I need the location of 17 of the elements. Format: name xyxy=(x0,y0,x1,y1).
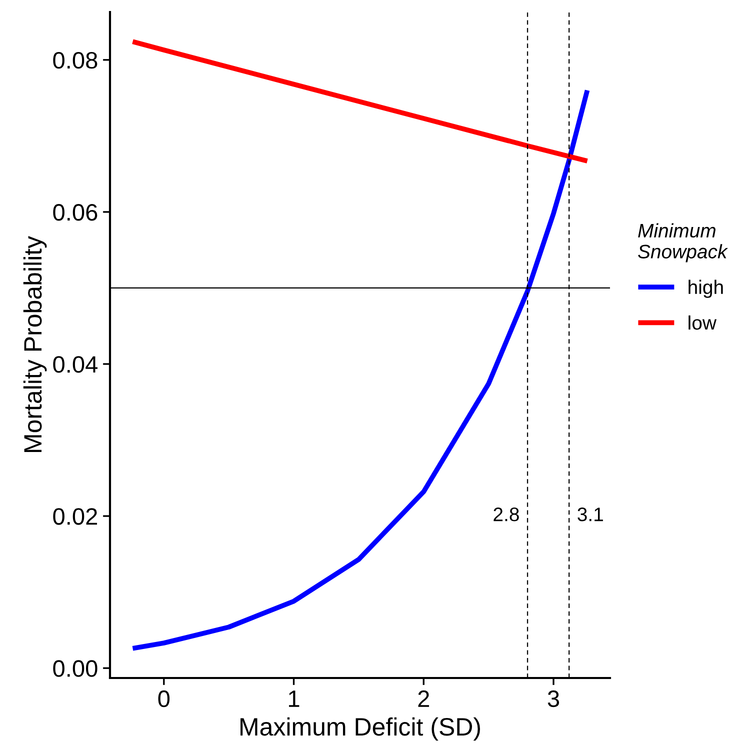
ref-line-label: 3.1 xyxy=(578,508,603,522)
x-tick-label: 3 xyxy=(548,690,560,708)
legend-label: high xyxy=(688,280,723,298)
x-tick-label: 0 xyxy=(158,690,170,708)
legend-label: low xyxy=(688,315,717,330)
x-axis-title: Maximum Deficit (SD) xyxy=(240,717,480,741)
line-series xyxy=(130,39,590,164)
y-tick-label: 0.02 xyxy=(53,508,98,525)
y-tick-label: 0.00 xyxy=(53,660,98,677)
legend-title: Minimum Snowpack xyxy=(638,223,728,262)
y-tick-label: 0.06 xyxy=(53,204,98,221)
y-tick-label: 0.08 xyxy=(53,52,98,69)
ref-line-label: 2.8 xyxy=(494,508,519,522)
x-tick-label: 1 xyxy=(289,690,300,707)
x-tick-label: 2 xyxy=(418,690,430,707)
y-axis-title: Mortality Probability xyxy=(23,236,47,452)
y-tick-label: 0.04 xyxy=(53,356,98,373)
